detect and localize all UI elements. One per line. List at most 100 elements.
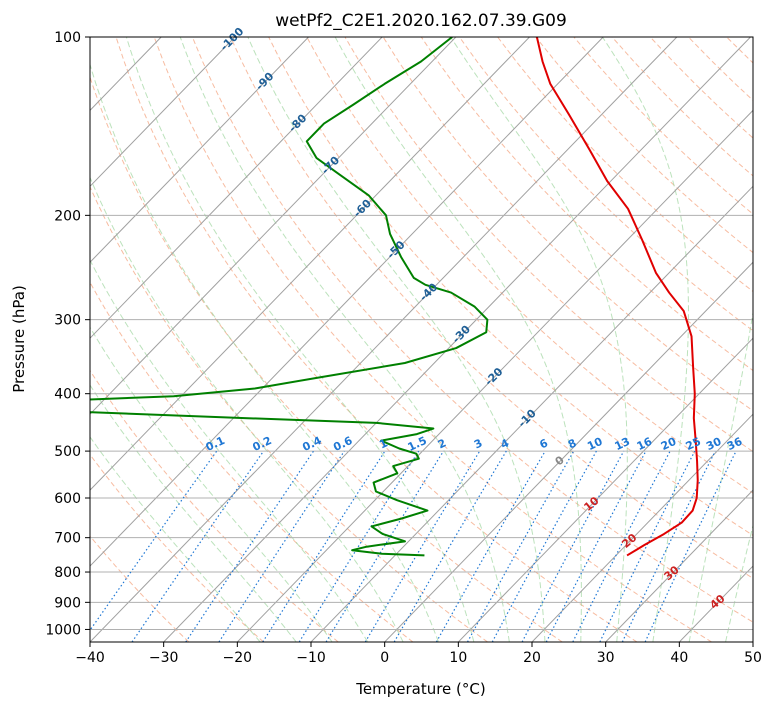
moist-adiabat-line (90, 259, 369, 642)
sounding-traces (90, 37, 699, 557)
dry-adiabat-line (90, 281, 414, 642)
mixing-ratio-label: 10 (585, 435, 605, 453)
plot-frame (89, 36, 754, 643)
moist-adiabat-line (688, 309, 753, 642)
dry-adiabat-line (535, 37, 753, 254)
dry-adiabat-line (649, 37, 753, 139)
isotherm-line (90, 37, 457, 415)
mixing-ratio-line (262, 450, 386, 642)
line-labels: 0.1 0.2 0.4 0.6 1 1.5 2 3 4 6 8 10 13 16 20 25 30 36-100-… (204, 25, 745, 612)
moist-adiabat-line (90, 326, 333, 642)
isotherm-line (605, 489, 753, 642)
mixing-ratio-line (491, 450, 597, 642)
y-tick-label: 200 (54, 208, 81, 224)
isotherm-line (90, 37, 530, 491)
y-axis-ticks: 100 200 300 400 500 600 700 800 900 1000 (45, 30, 90, 638)
x-tick-label: −20 (223, 650, 253, 666)
dry-adiabat-line (90, 535, 190, 642)
dry-adiabat-line (230, 37, 753, 579)
mixing-ratio-label: 13 (613, 435, 632, 453)
dry-adiabat-line (459, 37, 753, 332)
y-tick-label: 600 (54, 491, 81, 507)
mixing-ratio-line (466, 450, 575, 642)
y-tick-label: 800 (54, 565, 81, 581)
x-tick-label: 20 (523, 650, 541, 666)
mixing-ratio-label: 6 (538, 436, 551, 451)
dry-adiabat-line (726, 37, 753, 64)
moist-adiabat-line (90, 436, 261, 642)
isotherm-line (531, 413, 753, 642)
y-tick-label: 500 (54, 444, 81, 460)
temperature-trace (535, 37, 699, 557)
mixing-ratio-label: 30 (704, 435, 724, 453)
moist-adiabat-line (90, 62, 439, 642)
mixing-ratio-line (218, 450, 345, 642)
x-tick-label: 50 (744, 650, 762, 666)
y-tick-label: 100 (54, 30, 81, 46)
mixing-ratio-label: 36 (725, 435, 745, 453)
x-tick-label: 40 (670, 650, 688, 666)
mixing-ratio-label: 20 (659, 435, 679, 453)
isotherm-line (90, 37, 678, 642)
mixing-ratio-label: 16 (635, 435, 655, 453)
dry-adiabat-line (90, 185, 488, 642)
mixing-ratio-line (644, 450, 737, 642)
background-lines (90, 37, 775, 642)
x-axis-label: Temperature (°C) (355, 680, 485, 698)
isotherm-line (90, 37, 383, 339)
y-tick-label: 1000 (45, 622, 81, 638)
y-tick-label: 400 (54, 387, 81, 403)
mixing-ratio-label: 4 (499, 436, 512, 451)
dry-adiabat-line (191, 37, 753, 623)
dry-adiabat-line (344, 37, 753, 453)
isotherm-line (163, 37, 751, 642)
dry-adiabat-line (420, 37, 753, 372)
mixing-ratio-line (131, 450, 265, 642)
dry-adiabat-line (90, 369, 339, 642)
moist-adiabat-line (90, 384, 297, 642)
x-tick-label: −30 (149, 650, 179, 666)
dry-adiabat-line (90, 453, 264, 642)
mixing-ratio-label: 2 (436, 436, 448, 451)
mixing-ratio-line (325, 450, 445, 642)
mixing-ratio-label: 25 (684, 435, 703, 453)
mixing-ratio-line (599, 450, 696, 642)
isotherm-line (384, 261, 753, 642)
isotherm-line (90, 37, 236, 188)
dry-adiabat-line (306, 37, 753, 494)
moist-adiabat-line (725, 523, 753, 642)
isotherm-line (90, 37, 309, 263)
y-tick-label: 300 (54, 313, 81, 329)
x-tick-label: −40 (75, 650, 105, 666)
moist-adiabat-line (179, 37, 510, 642)
y-tick-label: 700 (54, 531, 81, 547)
mixing-ratio-line (435, 450, 546, 642)
isotherm-line (236, 109, 753, 642)
mixing-ratio-line (90, 450, 218, 632)
dry-adiabat-line (90, 75, 563, 642)
y-tick-label: 900 (54, 595, 81, 611)
y-axis-label: Pressure (hPa) (10, 285, 28, 393)
x-axis-ticks: −40 −30 −20 −10 0 10 20 30 40 50 (75, 642, 762, 666)
x-tick-label: −10 (296, 650, 326, 666)
moist-adiabat-line (602, 37, 689, 642)
moist-adiabat-line (247, 37, 546, 642)
isotherm-line (90, 37, 604, 567)
dewpoint-trace (90, 37, 489, 557)
x-tick-label: 0 (380, 650, 389, 666)
dry-adiabat-line (688, 37, 753, 102)
x-tick-label: 30 (597, 650, 615, 666)
mixing-ratio-line (521, 450, 625, 642)
moist-adiabat-line (450, 37, 628, 642)
isotherm-line (752, 641, 753, 642)
dry-adiabat-line (115, 37, 638, 642)
x-tick-label: 10 (449, 650, 467, 666)
isotherm-line (457, 337, 753, 642)
dry-adiabat-line (497, 37, 753, 293)
mixing-ratio-line (185, 450, 315, 642)
moist-adiabat-line (90, 176, 404, 642)
mixing-ratio-label: 3 (472, 436, 484, 451)
dry-adiabat-line (765, 37, 775, 642)
